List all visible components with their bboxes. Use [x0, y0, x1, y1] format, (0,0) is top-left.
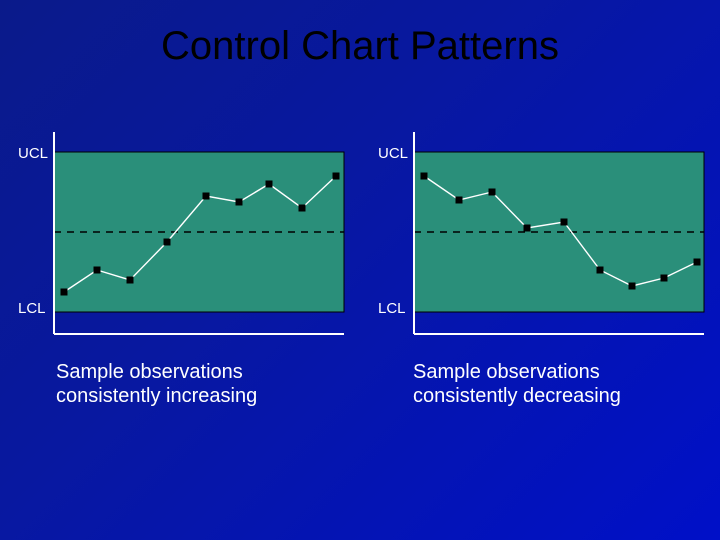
chart-wrap: UCL LCL [378, 132, 708, 332]
caption-line-2: consistently decreasing [413, 384, 692, 408]
chart-wrap: UCL LCL [18, 132, 348, 332]
chart-panel-increasing: UCL LCL [18, 132, 348, 332]
caption-row: Sample observations consistently increas… [18, 360, 702, 408]
charts-row: UCL LCL UCL LCL [18, 132, 702, 332]
ucl-label: UCL [18, 145, 48, 162]
ucl-label: UCL [378, 145, 408, 162]
control-chart-decreasing [378, 132, 708, 342]
slide-title: Control Chart Patterns [0, 24, 720, 69]
control-chart-increasing [18, 132, 348, 342]
lcl-label: LCL [18, 300, 46, 317]
caption-line-1: Sample observations [413, 360, 692, 384]
caption-cell: Sample observations consistently decreas… [375, 360, 702, 408]
chart-panel-decreasing: UCL LCL [378, 132, 708, 332]
slide: Control Chart Patterns UCL LCL UCL LCL S… [0, 0, 720, 540]
caption-line-2: consistently increasing [56, 384, 335, 408]
caption-cell: Sample observations consistently increas… [18, 360, 345, 408]
lcl-label: LCL [378, 300, 406, 317]
caption-line-1: Sample observations [56, 360, 335, 384]
